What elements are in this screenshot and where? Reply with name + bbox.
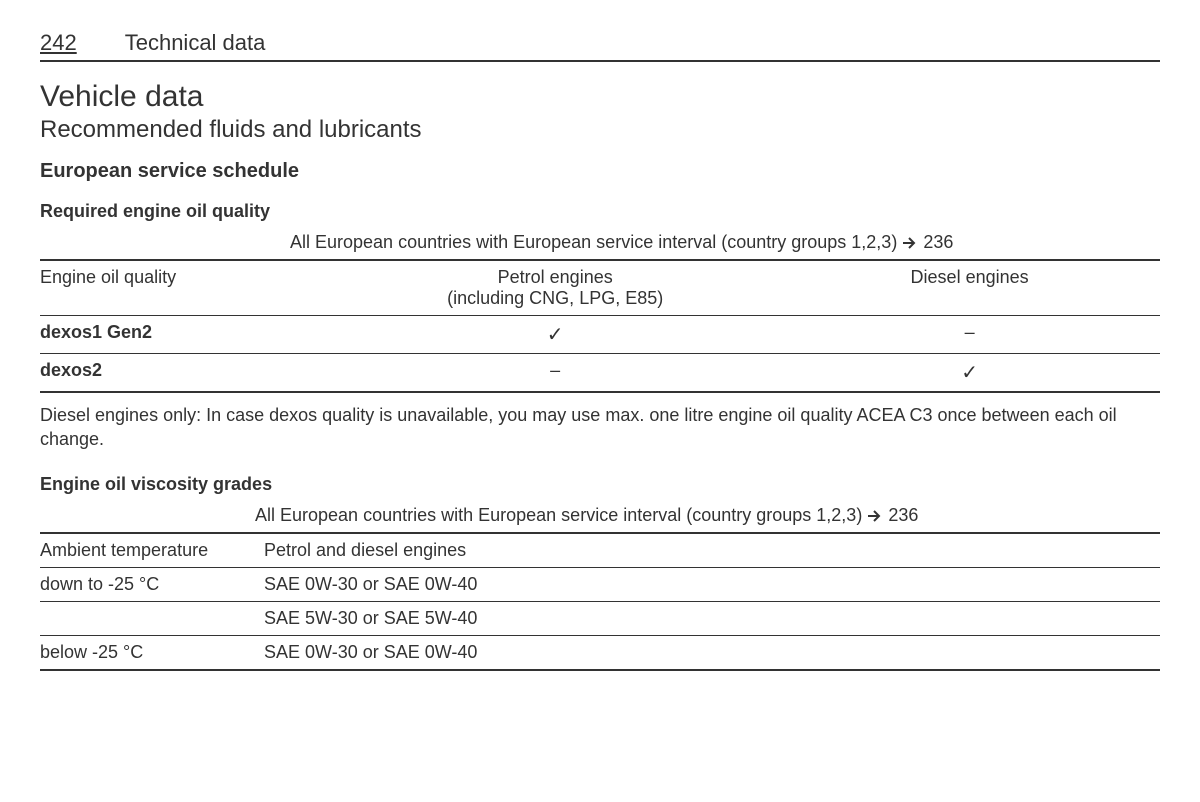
oil-quality-heading: Required engine oil quality: [40, 201, 1160, 222]
link-arrow-icon: [902, 234, 918, 255]
col-header-temp: Ambient temperature: [40, 534, 264, 568]
col-header-diesel: Diesel engines: [779, 261, 1160, 316]
schedule-heading: European service schedule: [40, 160, 1160, 183]
page-number: 242: [40, 30, 77, 56]
cell-grade: SAE 0W-30 or SAE 0W-40: [264, 567, 1160, 601]
table-row: dexos2 – ✓: [40, 354, 1160, 393]
table-row: SAE 5W-30 or SAE 5W-40: [40, 601, 1160, 635]
oil-quality-caption: All European countries with European ser…: [40, 232, 1160, 261]
page-header: 242 Technical data: [40, 30, 1160, 62]
cell-petrol: ✓: [331, 316, 779, 354]
caption-text: All European countries with European ser…: [290, 232, 897, 252]
link-arrow-icon: [867, 507, 883, 528]
viscosity-caption: All European countries with European ser…: [40, 505, 1160, 534]
col-header-petrol: Petrol engines (including CNG, LPG, E85): [331, 261, 779, 316]
col-header-quality: Engine oil quality: [40, 261, 331, 316]
oil-quality-note: Diesel engines only: In case dexos quali…: [40, 403, 1160, 452]
cell-temp: below -25 °C: [40, 635, 264, 670]
cell-diesel: –: [779, 316, 1160, 354]
page-reference[interactable]: 236: [888, 505, 918, 525]
section-title: Technical data: [125, 30, 266, 56]
cell-temp: down to -25 °C: [40, 567, 264, 601]
row-label: dexos1 Gen2: [40, 316, 331, 354]
caption-text: All European countries with European ser…: [255, 505, 862, 525]
oil-quality-table: Engine oil quality Petrol engines (inclu…: [40, 261, 1160, 393]
viscosity-table: Ambient temperature Petrol and diesel en…: [40, 534, 1160, 671]
cell-grade: SAE 0W-30 or SAE 0W-40: [264, 635, 1160, 670]
page-title: Vehicle data: [40, 80, 1160, 114]
cell-grade: SAE 5W-30 or SAE 5W-40: [264, 601, 1160, 635]
table-row: down to -25 °C SAE 0W-30 or SAE 0W-40: [40, 567, 1160, 601]
page-reference[interactable]: 236: [923, 232, 953, 252]
cell-petrol: –: [331, 354, 779, 393]
cell-temp: [40, 601, 264, 635]
viscosity-heading: Engine oil viscosity grades: [40, 474, 1160, 495]
page-subtitle: Recommended fluids and lubricants: [40, 116, 1160, 144]
table-row: dexos1 Gen2 ✓ –: [40, 316, 1160, 354]
col-header-engines: Petrol and diesel engines: [264, 534, 1160, 568]
table-row: below -25 °C SAE 0W-30 or SAE 0W-40: [40, 635, 1160, 670]
row-label: dexos2: [40, 354, 331, 393]
cell-diesel: ✓: [779, 354, 1160, 393]
